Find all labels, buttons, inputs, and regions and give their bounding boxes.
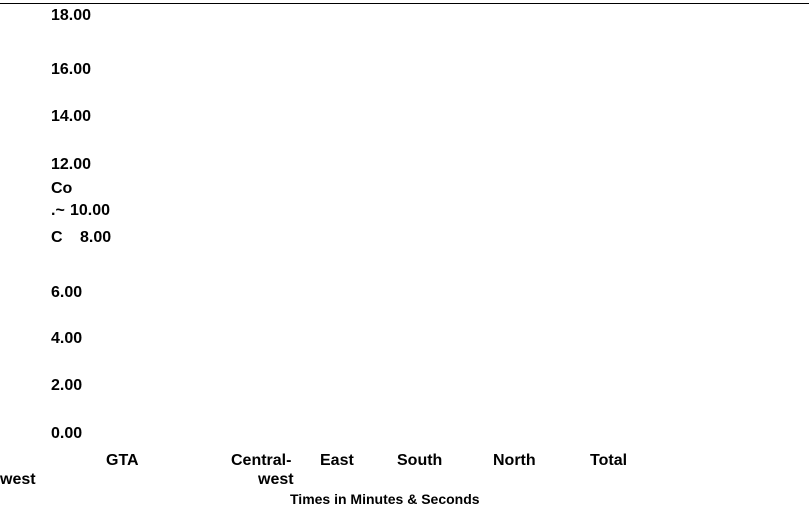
x-category-label: North <box>493 452 536 469</box>
y-axis-label-fragment: .~ <box>51 202 65 219</box>
y-tick-label: 2.00 <box>51 377 83 394</box>
y-tick-label: 4.00 <box>51 330 83 347</box>
y-axis-label-fragment: Co <box>51 180 73 197</box>
x-axis-title: Times in Minutes & Seconds <box>290 491 480 507</box>
x-category-label: Central- <box>231 452 292 469</box>
top-rule <box>0 3 809 4</box>
y-tick-label: 6.00 <box>51 284 83 301</box>
y-tick-label: 16.00 <box>51 61 92 78</box>
y-tick-label: 0.00 <box>51 425 83 442</box>
x-category-label: GTA <box>106 452 139 469</box>
y-axis-label-fragment: C <box>51 229 63 246</box>
x-category-label: west <box>258 471 294 488</box>
y-tick-label: 18.00 <box>51 7 92 24</box>
x-category-label: west <box>0 471 36 488</box>
y-tick-label: 10.00 <box>70 202 111 219</box>
x-category-label: Total <box>590 452 628 469</box>
x-category-label: East <box>320 452 354 469</box>
y-tick-label: 14.00 <box>51 108 92 125</box>
x-category-label: South <box>397 452 443 469</box>
y-tick-label: 8.00 <box>80 229 112 246</box>
y-tick-label: 12.00 <box>51 156 92 173</box>
